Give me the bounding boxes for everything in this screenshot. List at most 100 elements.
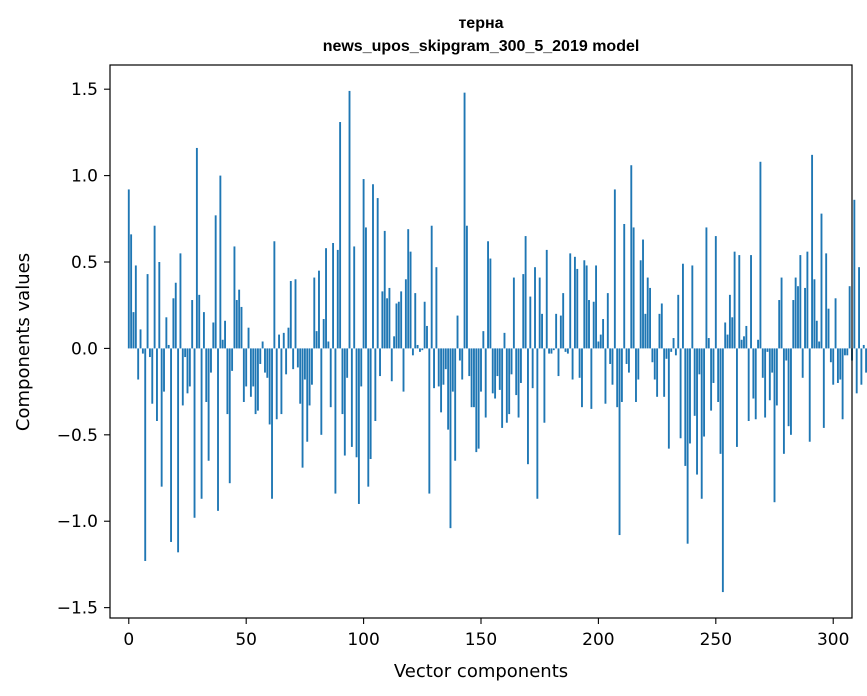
bar	[766, 348, 769, 352]
bar	[712, 348, 715, 383]
bar	[790, 348, 792, 435]
bar	[806, 251, 809, 349]
bar	[221, 339, 224, 349]
bar	[611, 348, 614, 385]
bar	[780, 277, 783, 349]
bar	[146, 274, 149, 349]
bar	[801, 348, 804, 378]
bar	[738, 255, 741, 349]
bar	[468, 348, 471, 377]
bar	[853, 199, 856, 349]
bar	[404, 279, 407, 349]
bar	[458, 348, 461, 361]
bar	[595, 265, 597, 349]
bar	[381, 291, 384, 349]
bar	[202, 312, 205, 349]
x-tick-label: 0	[123, 630, 134, 650]
bar	[571, 348, 574, 380]
bar	[414, 293, 417, 349]
bar	[357, 348, 360, 504]
bar	[174, 282, 177, 349]
bar	[212, 322, 215, 349]
bar	[750, 255, 752, 349]
bar	[313, 277, 316, 349]
bar	[498, 348, 501, 390]
bar	[365, 227, 367, 349]
bar	[743, 336, 745, 349]
bar	[646, 277, 649, 349]
bar	[219, 175, 222, 349]
bar	[477, 348, 480, 449]
bar	[334, 348, 337, 494]
bar	[736, 348, 738, 447]
bar	[555, 313, 558, 349]
bar	[703, 348, 706, 437]
bar	[827, 308, 830, 349]
bar	[343, 348, 346, 456]
bar	[346, 348, 349, 378]
bar	[353, 246, 356, 349]
y-tick-label: 0.0	[71, 339, 98, 359]
bar	[860, 348, 863, 385]
bar	[292, 348, 295, 370]
bar	[503, 332, 506, 349]
bar	[639, 260, 642, 349]
bar	[728, 294, 731, 349]
bar	[670, 348, 673, 352]
bar	[200, 348, 203, 499]
bar	[440, 348, 443, 413]
bar	[461, 348, 464, 380]
bar	[144, 348, 147, 561]
bar	[172, 298, 175, 349]
bar	[428, 348, 431, 494]
bar	[327, 341, 330, 349]
bar	[282, 332, 285, 349]
bar	[604, 348, 607, 404]
bar	[625, 348, 628, 364]
bar	[740, 339, 743, 349]
bar	[656, 348, 659, 397]
bar	[247, 327, 250, 349]
bar	[449, 348, 452, 529]
y-axis: −1.5 −1.0 −0.5 0.0 0.5 1.0 1.5	[57, 80, 110, 619]
bar	[240, 306, 243, 349]
bar-series	[127, 90, 867, 593]
bar	[649, 287, 651, 349]
bar	[226, 348, 229, 415]
bar	[663, 348, 666, 397]
bar	[642, 239, 644, 349]
bar	[179, 253, 182, 349]
chart-subtitle: news_upos_skipgram_300_5_2019 model	[323, 38, 640, 55]
bar	[752, 348, 755, 399]
bar	[160, 348, 163, 487]
bar	[245, 348, 248, 387]
bar	[165, 317, 168, 349]
bar	[402, 348, 405, 392]
y-tick-label: −0.5	[57, 426, 98, 446]
bar	[435, 267, 438, 349]
bar	[156, 348, 158, 421]
bar	[254, 348, 257, 415]
bar	[278, 334, 280, 349]
bar	[599, 334, 602, 349]
bar	[588, 300, 590, 349]
bar	[268, 348, 271, 425]
bar	[148, 348, 151, 358]
bar	[768, 348, 771, 401]
bar	[545, 249, 548, 349]
x-axis-label: Vector components	[394, 661, 568, 682]
bar	[318, 270, 320, 349]
bar	[834, 298, 837, 349]
bar	[163, 348, 165, 392]
bar	[238, 289, 241, 349]
bar	[731, 317, 734, 349]
bar	[564, 348, 567, 352]
bar	[397, 301, 400, 349]
bar	[665, 348, 668, 359]
bar	[515, 348, 518, 396]
bar	[181, 348, 184, 406]
bar	[217, 348, 219, 511]
y-tick-label: 0.5	[71, 253, 98, 273]
bar	[151, 348, 154, 404]
bar	[517, 348, 520, 418]
